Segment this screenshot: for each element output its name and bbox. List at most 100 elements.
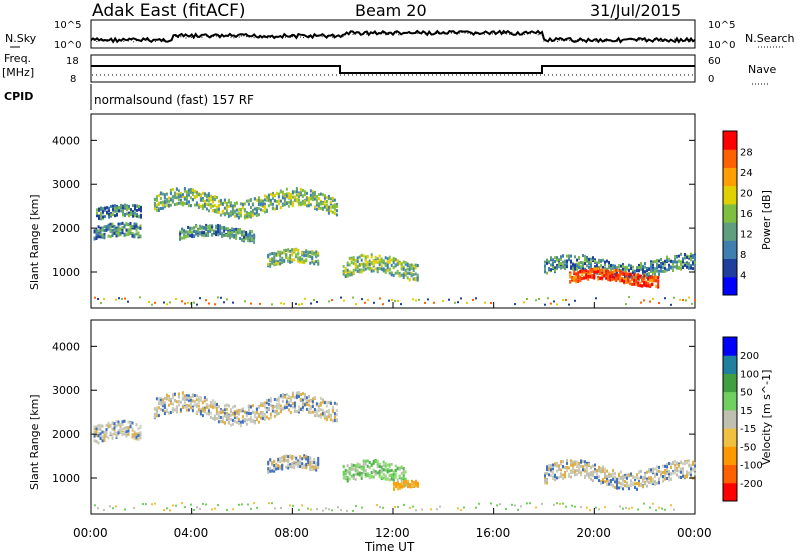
echo-cell: [269, 466, 272, 470]
echo-cell: [625, 281, 628, 284]
echo-cell: [380, 477, 383, 481]
echo-cell: [225, 227, 228, 231]
ground-scatter-cell: [103, 297, 105, 300]
echo-cell: [199, 224, 202, 228]
echo-cell: [95, 427, 98, 431]
echo-cell: [652, 467, 654, 471]
echo-cell: [167, 203, 170, 207]
echo-cell: [126, 208, 128, 212]
echo-cell: [325, 196, 328, 200]
colorbar-tick-label: 4: [740, 271, 746, 282]
ground-scatter-cell: [238, 503, 240, 506]
echo-cell: [368, 476, 371, 480]
echo-cell: [654, 480, 656, 484]
echo-cell: [566, 469, 568, 472]
echo-cell: [596, 469, 598, 472]
ground-scatter-cell: [169, 509, 171, 512]
ground-scatter-cell: [448, 298, 450, 301]
echo-cell: [197, 409, 200, 413]
echo-cell: [295, 190, 298, 194]
echo-cell: [107, 436, 110, 440]
echo-cell: [362, 262, 365, 266]
ground-scatter-cell: [241, 503, 243, 506]
echo-cell: [366, 459, 369, 463]
echo-cell: [630, 483, 632, 487]
echo-cell: [643, 280, 646, 284]
echo-cell: [317, 207, 320, 210]
echo-cell: [655, 279, 658, 283]
echo-cell: [602, 258, 604, 262]
echo-cell: [615, 279, 618, 282]
x-tick-label: 20:00: [576, 526, 611, 540]
echo-cell: [569, 273, 572, 277]
echo-cell: [269, 469, 272, 473]
echo-cell: [291, 248, 294, 252]
echo-cell: [139, 431, 142, 435]
echo-cell: [247, 418, 250, 422]
echo-cell: [303, 392, 306, 396]
echo-cell: [259, 403, 262, 407]
x-tick-label: 12:00: [375, 526, 410, 540]
echo-cell: [392, 472, 395, 476]
echo-cell: [638, 483, 640, 487]
echo-cell: [599, 277, 602, 281]
echo-cell: [221, 234, 224, 238]
echo-cell: [130, 212, 132, 216]
echo-cell: [207, 409, 210, 413]
echo-cell: [610, 483, 612, 487]
echo-cell: [113, 431, 116, 434]
echo-cell: [637, 273, 640, 277]
echo-cell: [201, 226, 204, 230]
echo-cell: [674, 468, 676, 472]
echo-cell: [380, 468, 383, 472]
echo-cell: [406, 267, 409, 271]
echo-cell: [233, 404, 236, 408]
echo-cell: [109, 235, 112, 239]
echo-cell: [233, 214, 236, 218]
echo-cell: [584, 262, 586, 266]
echo-cell: [163, 396, 166, 400]
echo-cell: [582, 460, 584, 463]
echo-cell: [271, 261, 274, 265]
echo-cell: [606, 469, 608, 473]
echo-cell: [619, 276, 622, 280]
echo-cell: [179, 192, 182, 195]
echo-cell: [183, 229, 186, 232]
echo-cell: [678, 254, 680, 258]
ground-scatter-cell: [598, 508, 600, 511]
echo-cell: [394, 475, 397, 479]
echo-cell: [630, 264, 632, 268]
echo-cell: [205, 223, 208, 227]
echo-cell: [410, 263, 413, 267]
echo-cell: [279, 258, 282, 262]
echo-cell: [187, 398, 190, 402]
echo-cell: [121, 422, 124, 426]
echo-cell: [648, 468, 650, 472]
echo-cell: [305, 399, 308, 403]
echo-cell: [287, 204, 290, 208]
echo-cell: [277, 199, 280, 203]
echo-cell: [289, 197, 292, 201]
colorbar-segment: [723, 446, 737, 465]
echo-cell: [634, 269, 636, 273]
echo-cell: [678, 259, 680, 263]
echo-cell: [121, 433, 124, 436]
echo-cell: [595, 270, 598, 274]
echo-cell: [187, 225, 190, 229]
echo-cell: [636, 266, 638, 270]
echo-cell: [105, 423, 108, 427]
echo-cell: [253, 197, 256, 201]
echo-cell: [183, 401, 186, 405]
ground-scatter-cell: [460, 297, 462, 300]
ground-scatter-cell: [124, 297, 126, 300]
echo-cell: [584, 460, 586, 464]
echo-cell: [225, 414, 228, 417]
echo-cell: [299, 393, 302, 396]
echo-cell: [386, 266, 389, 269]
echo-cell: [333, 419, 336, 423]
echo-cell: [558, 263, 560, 267]
echo-cell: [281, 396, 284, 399]
echo-cell: [261, 417, 264, 421]
echo-cell: [179, 235, 182, 239]
echo-cell: [408, 278, 411, 282]
